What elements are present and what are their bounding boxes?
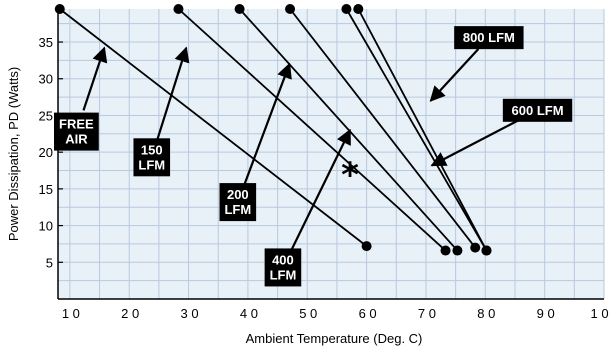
- x-tick-label: 1 0 0: [591, 306, 610, 321]
- annotation-800-lfm: 800 LFM: [429, 26, 524, 102]
- annotation-arrow: [156, 46, 190, 141]
- series-start-point: [341, 4, 352, 14]
- annotation-label: 800 LFM: [463, 30, 515, 45]
- x-tick-label: 3 0: [181, 306, 199, 321]
- axes: [57, 9, 604, 300]
- x-tick-label: 7 0: [418, 306, 436, 321]
- series-line: [345, 8, 488, 251]
- series-start-point: [234, 4, 245, 14]
- annotation-tag: [264, 248, 302, 287]
- y-tick-label: 15: [39, 182, 53, 197]
- series-start-point: [54, 4, 65, 14]
- series-start-point: [173, 4, 184, 14]
- y-tick-label: 25: [39, 108, 53, 123]
- y-tick-label: 20: [39, 145, 53, 160]
- series-start-point: [285, 4, 296, 14]
- annotation-tag: [219, 183, 257, 222]
- annotation-arrow: [289, 128, 351, 252]
- annotation-label: LFM: [138, 157, 165, 172]
- x-tick-label: 6 0: [359, 306, 377, 321]
- x-tick-label: 8 0: [477, 306, 495, 321]
- y-tick-label: 10: [39, 219, 53, 234]
- annotation-arrow: [82, 46, 108, 111]
- series-800-lfm: [353, 4, 492, 256]
- x-tick-label: 4 0: [240, 306, 258, 321]
- series-400-lfm: [285, 4, 481, 253]
- annotation-label: FREE: [59, 117, 94, 132]
- series-end-point: [470, 242, 481, 253]
- x-tick-label: 5 0: [299, 306, 317, 321]
- series-line: [357, 8, 488, 251]
- annotation-label: 600 LFM: [512, 103, 564, 118]
- tick-labels: 1 0 2 0 3 0 4 0 5 0 6 0 7 0 8 0 9 0 1 0 0 5 10 15 20 2…: [39, 35, 610, 321]
- derating-lines: [54, 4, 492, 256]
- annotation-arrow: [430, 116, 525, 167]
- series-line: [289, 8, 476, 249]
- annotation-tag: [133, 138, 171, 177]
- annotation-label: 200: [227, 187, 249, 202]
- series-start-point: [353, 4, 364, 14]
- y-tick-label: 30: [39, 72, 53, 87]
- annotation-tag: [502, 98, 573, 122]
- annotation-label: 400: [272, 252, 294, 267]
- annotation-arrow: [243, 62, 292, 186]
- series-end-point: [361, 241, 372, 252]
- annotation-label: AIR: [65, 132, 88, 147]
- x-tick-label: 2 0: [121, 306, 139, 321]
- x-tick-label: 9 0: [537, 306, 555, 321]
- series-line: [177, 8, 447, 252]
- y-axis-label: Power Dissipation, PD (Watts): [6, 67, 21, 241]
- annotation-label: 150: [141, 142, 163, 157]
- annotation-arrow: [429, 48, 480, 102]
- series-end-point: [481, 245, 492, 256]
- series-free-air: [54, 4, 372, 252]
- asterisk-marker: *: [341, 156, 359, 196]
- annotation-600-lfm: 600 LFM: [430, 98, 573, 167]
- x-axis-label: Ambient Temperature (Deg. C): [246, 331, 423, 346]
- series-150-lfm: [173, 4, 451, 256]
- y-tick-label: 35: [39, 35, 53, 50]
- annotation-tag: [454, 26, 524, 50]
- y-tick-label: 5: [46, 255, 53, 270]
- series-end-point: [440, 245, 451, 256]
- series-end-point: [452, 245, 463, 256]
- series-line: [59, 8, 368, 247]
- annotation-label: LFM: [270, 267, 297, 282]
- annotation-tag: [53, 112, 99, 151]
- x-tick-label: 1 0: [62, 306, 80, 321]
- annotation-label: LFM: [224, 202, 251, 217]
